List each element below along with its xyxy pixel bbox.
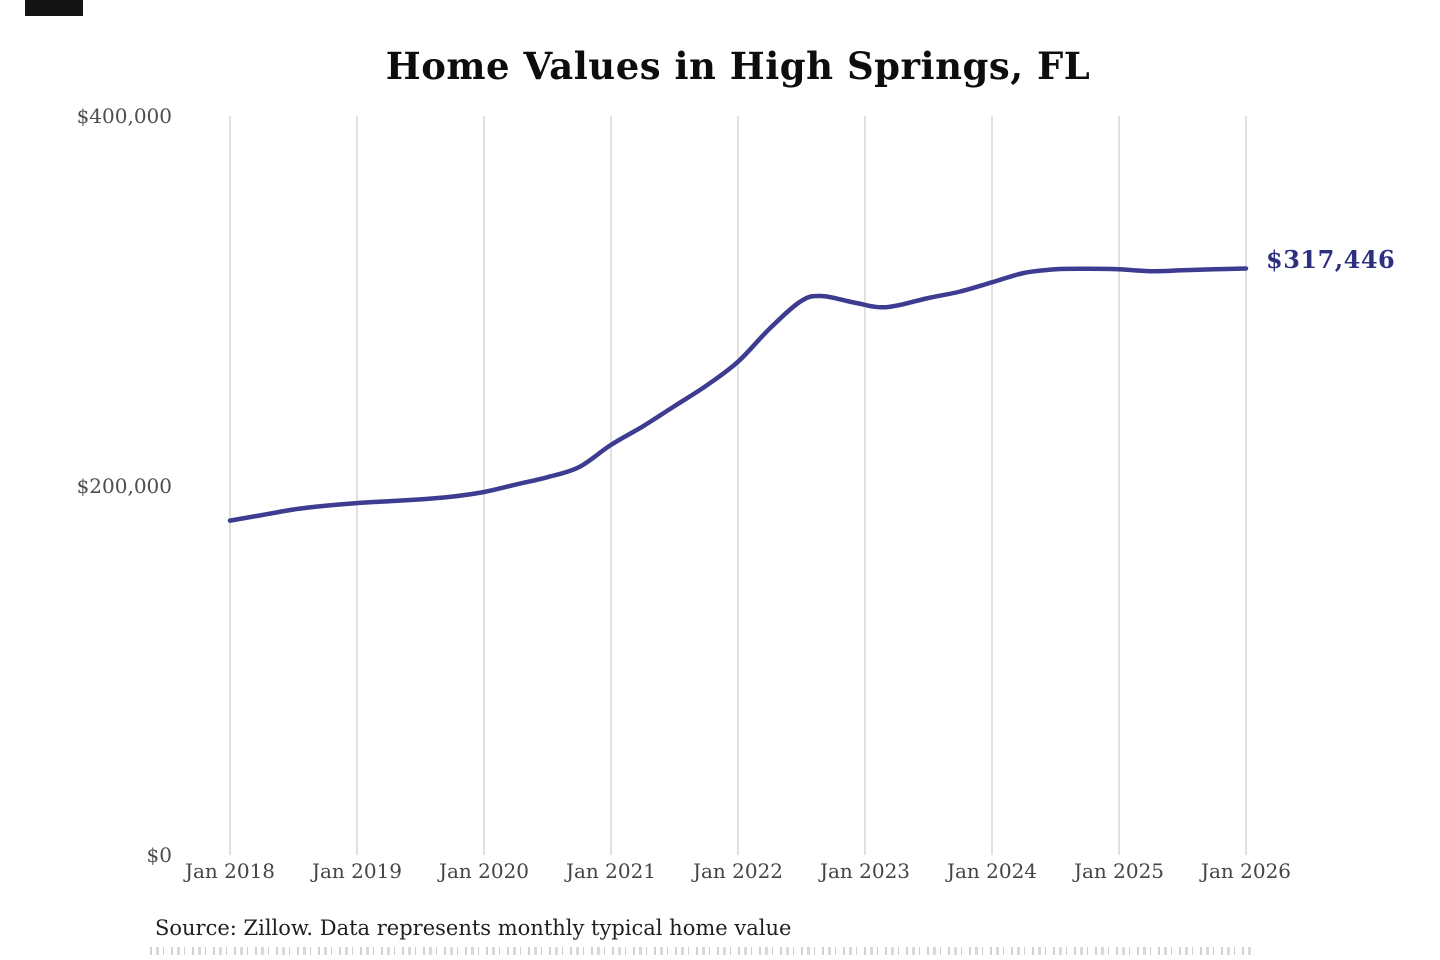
x-tick-label: Jan 2024 — [946, 859, 1038, 883]
x-tick-label: Jan 2019 — [311, 859, 403, 883]
clipped-text-artifact — [150, 947, 1255, 955]
x-tick-label: Jan 2018 — [184, 859, 276, 883]
x-tick-label: Jan 2026 — [1200, 859, 1292, 883]
chart-title: Home Values in High Springs, FL — [385, 44, 1091, 88]
x-tick-label: Jan 2025 — [1073, 859, 1165, 883]
y-tick-label: $400,000 — [76, 104, 172, 128]
screen-corner-artifact — [25, 0, 83, 16]
x-tick-label: Jan 2022 — [692, 859, 784, 883]
vertical-gridlines — [229, 116, 1247, 855]
x-tick-label: Jan 2021 — [565, 859, 657, 883]
y-tick-label: $200,000 — [76, 473, 172, 498]
home-value-line — [227, 266, 1249, 523]
x-tick-label: Jan 2020 — [438, 859, 530, 883]
final-value-label: $317,446 — [1266, 245, 1396, 274]
x-tick-label: Jan 2023 — [819, 859, 911, 883]
source-attribution: Source: Zillow. Data represents monthly … — [155, 916, 792, 940]
y-tick-label: $0 — [146, 843, 172, 867]
